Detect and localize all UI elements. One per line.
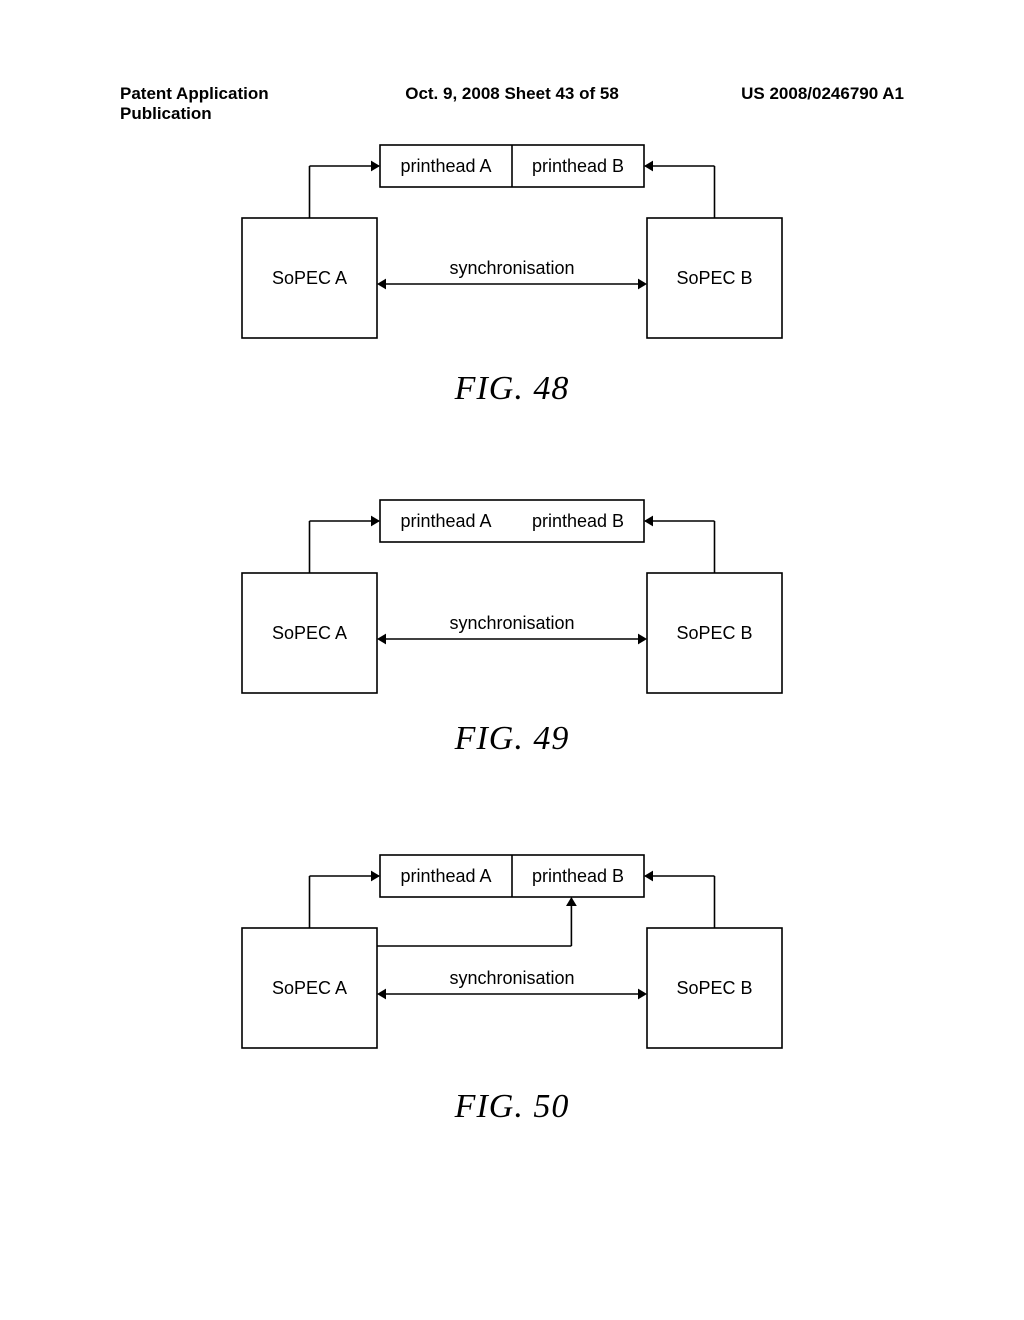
- figure-50-caption: FIG. 50: [455, 1088, 570, 1126]
- svg-text:printhead B: printhead B: [532, 511, 624, 531]
- svg-text:SoPEC A: SoPEC A: [272, 978, 347, 998]
- svg-text:SoPEC B: SoPEC B: [676, 268, 752, 288]
- page-header: Patent Application Publication Oct. 9, 2…: [0, 84, 1024, 124]
- figure-48: printhead A printhead B SoPEC A SoPEC B sync…: [232, 140, 792, 355]
- svg-text:SoPEC B: SoPEC B: [676, 623, 752, 643]
- header-left: Patent Application Publication: [0, 84, 355, 124]
- svg-text:synchronisation: synchronisation: [449, 968, 574, 988]
- header-right: US 2008/0246790 A1: [669, 84, 1024, 124]
- figure-49-caption: FIG. 49: [455, 720, 570, 758]
- svg-text:SoPEC A: SoPEC A: [272, 268, 347, 288]
- svg-text:SoPEC A: SoPEC A: [272, 623, 347, 643]
- svg-text:printhead B: printhead B: [532, 156, 624, 176]
- svg-text:printhead B: printhead B: [532, 866, 624, 886]
- svg-text:synchronisation: synchronisation: [449, 613, 574, 633]
- figure-49: printhead A printhead B SoPEC A SoPEC B sync…: [232, 495, 792, 710]
- header-mid: Oct. 9, 2008 Sheet 43 of 58: [395, 84, 630, 124]
- svg-text:printhead A: printhead A: [400, 511, 491, 531]
- figure-48-caption: FIG. 48: [455, 370, 570, 408]
- svg-text:synchronisation: synchronisation: [449, 258, 574, 278]
- svg-text:SoPEC B: SoPEC B: [676, 978, 752, 998]
- svg-text:printhead A: printhead A: [400, 156, 491, 176]
- figure-50: printhead A printhead B SoPEC A SoPEC B sync…: [232, 850, 792, 1065]
- svg-text:printhead A: printhead A: [400, 866, 491, 886]
